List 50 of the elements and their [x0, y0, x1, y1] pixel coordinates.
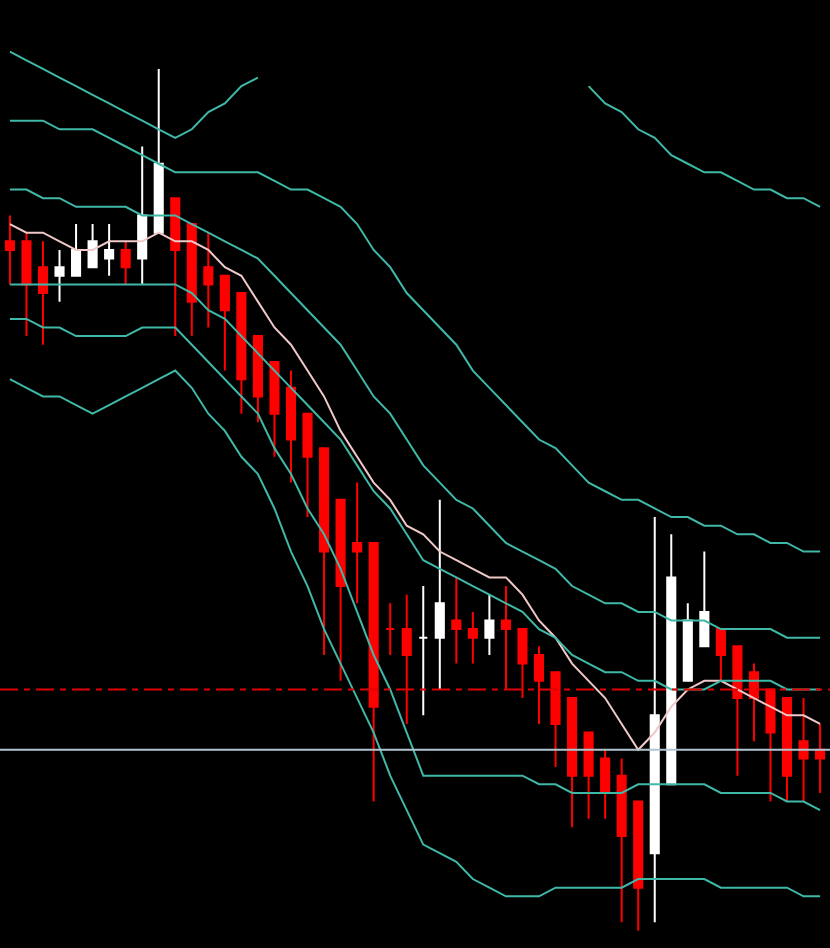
candlestick: [302, 412, 313, 519]
candlestick: [616, 757, 627, 924]
candlestick: [781, 697, 793, 803]
candlestick: [567, 697, 578, 829]
candlestick: [798, 697, 809, 803]
candlestick: [21, 231, 32, 338]
candlestick: [732, 645, 743, 777]
candlestick: [815, 722, 826, 794]
candlestick: [682, 602, 693, 682]
candlestick: [87, 223, 98, 269]
candlestick: [71, 223, 82, 277]
candlestick: [583, 731, 594, 820]
candlestick: [335, 498, 346, 682]
candlestick: [550, 671, 561, 769]
candlestick: [418, 585, 429, 717]
candlestick: [120, 240, 131, 286]
candlestick: [500, 585, 511, 691]
candlestick: [37, 240, 49, 346]
candlestick: [186, 223, 197, 338]
candlestick: [319, 447, 330, 656]
candlestick: [401, 593, 412, 725]
candlestick: [467, 610, 478, 665]
candlestick: [252, 335, 263, 424]
candlestick: [219, 274, 230, 372]
candlestick: [765, 688, 776, 803]
candlestick: [54, 248, 65, 303]
candlestick: [533, 645, 545, 725]
candlestick: [517, 628, 528, 700]
candlestick: [269, 360, 280, 458]
candlestick: [153, 67, 164, 234]
candlestick: [434, 498, 445, 691]
candlestick: [649, 516, 660, 924]
candlestick: [137, 145, 148, 286]
candlestick: [236, 292, 247, 415]
candlestick: [352, 481, 363, 605]
candlestick: [385, 602, 396, 656]
candlestick: [285, 369, 297, 484]
candlestick: [715, 628, 726, 682]
candlestick: [666, 533, 677, 786]
candlestick: [104, 223, 115, 277]
candlestick: [633, 800, 644, 932]
candlestick: [748, 662, 759, 743]
candlestick: [203, 231, 214, 329]
candlestick: [484, 593, 495, 656]
candlestick: [600, 748, 611, 820]
candlestick: [4, 214, 15, 286]
candlestick: [451, 576, 462, 665]
candlestick: [699, 550, 710, 648]
candlestick: [368, 541, 379, 803]
candlestick: [170, 197, 181, 338]
